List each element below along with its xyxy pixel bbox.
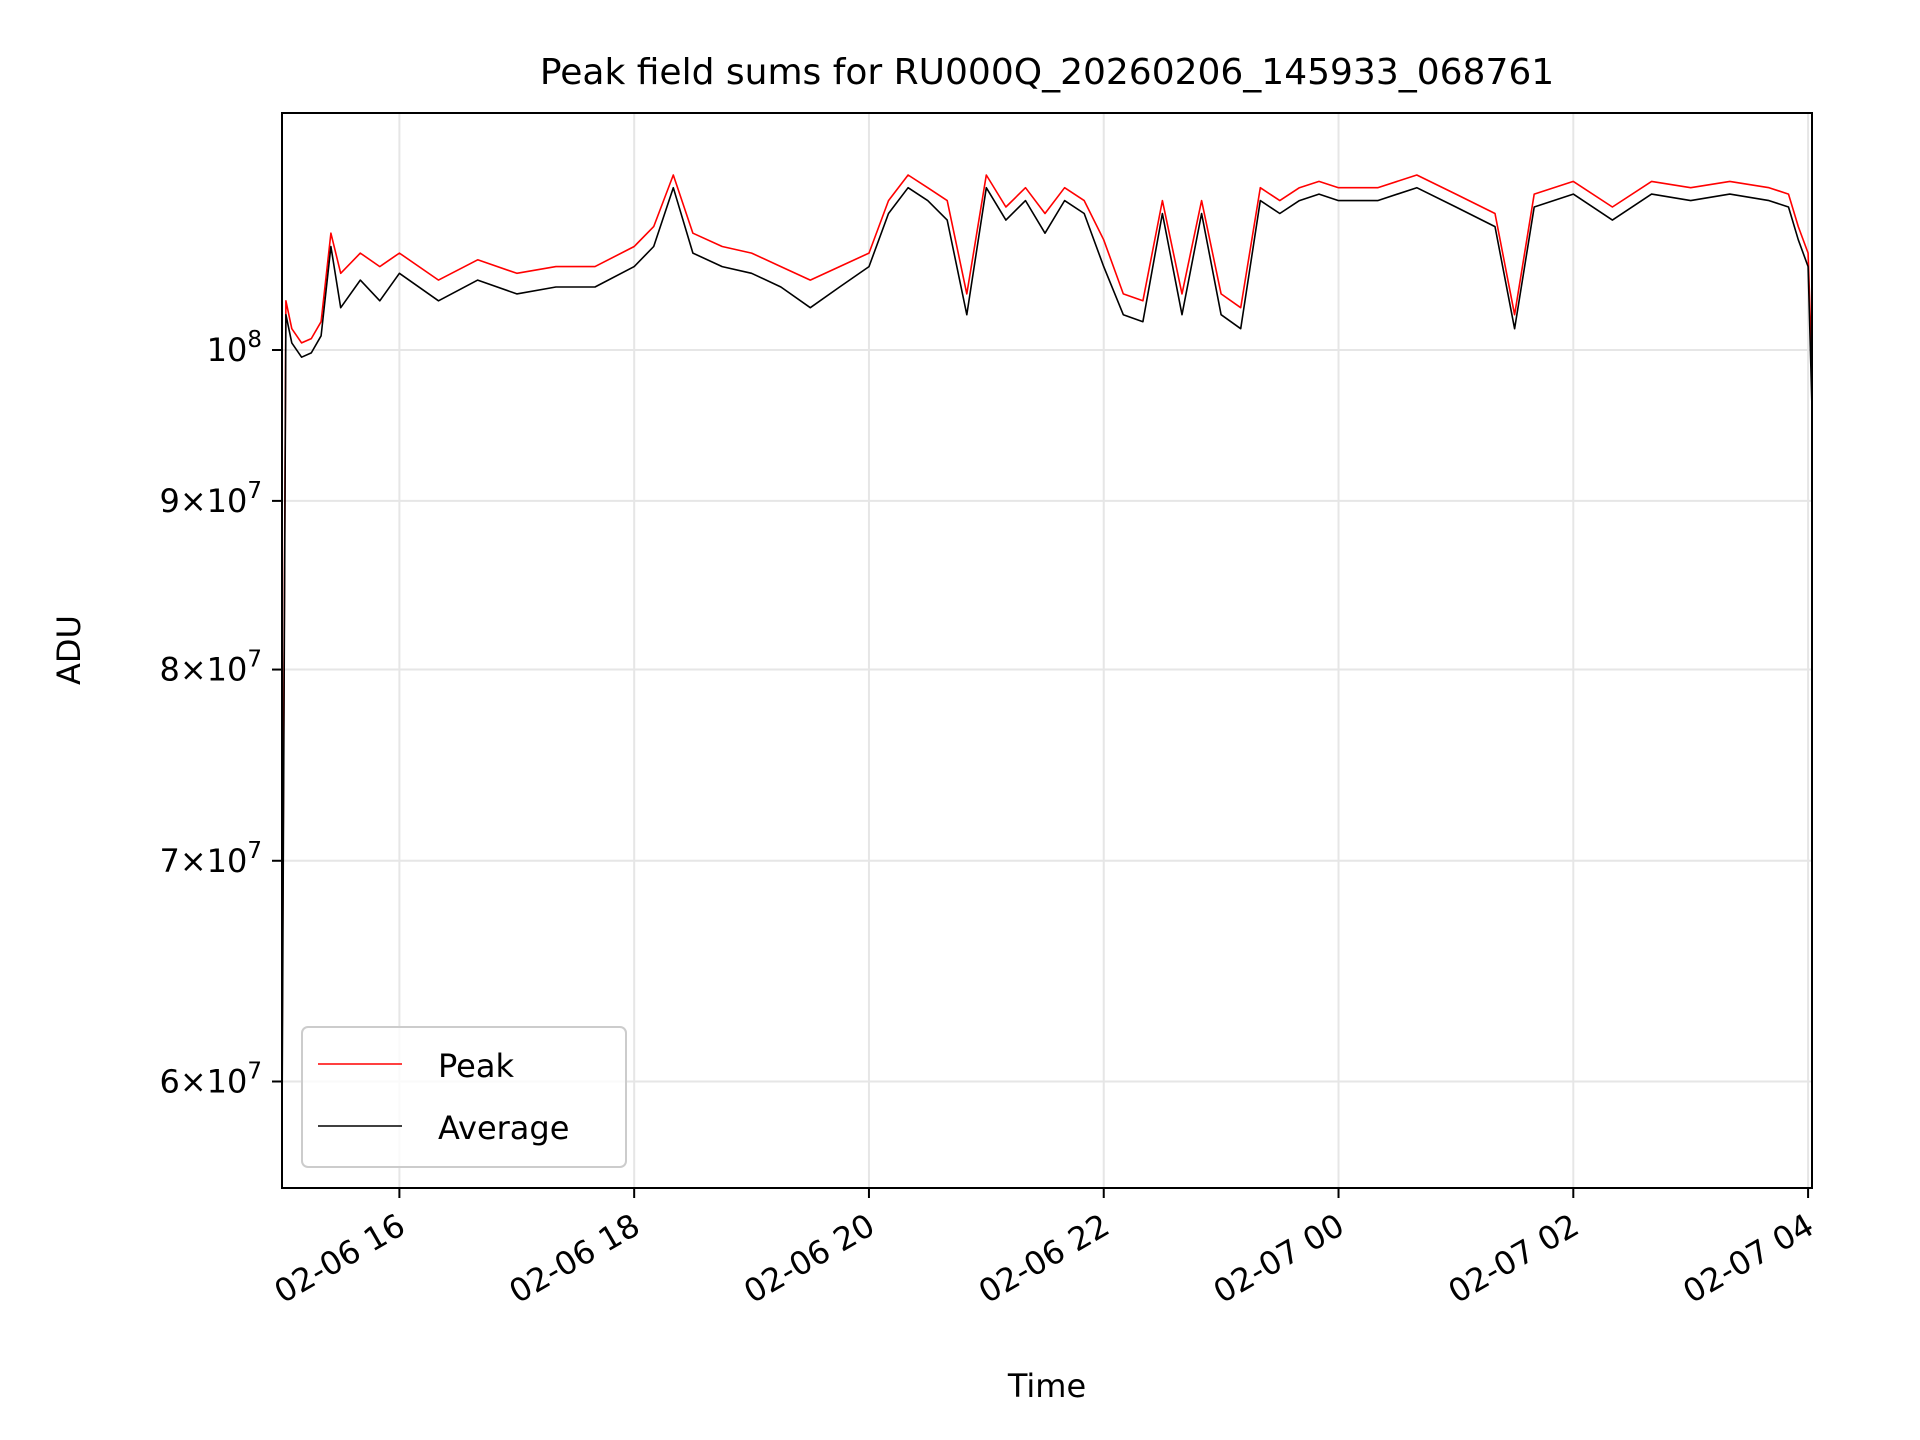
legend-label-average: Average: [438, 1109, 569, 1147]
legend-box: [301, 1026, 627, 1168]
grid: [282, 113, 1812, 1188]
y-tick-label: 8×107: [159, 647, 262, 689]
y-tick-label: 7×107: [159, 838, 262, 880]
y-tick-label: 9×107: [159, 478, 262, 520]
series-line-average: [281, 186, 1813, 1131]
y-tick-label: 6×107: [159, 1059, 262, 1101]
x-axis-label: Time: [1007, 1367, 1086, 1405]
series-line-peak: [281, 174, 1813, 1070]
legend-label-peak: Peak: [438, 1047, 514, 1085]
legend: Peak Average: [301, 1026, 627, 1168]
y-axis-label: ADU: [50, 615, 88, 685]
chart-title: Peak field sums for RU000Q_20260206_1459…: [540, 52, 1554, 93]
plot-frame: [281, 112, 1813, 1189]
series-layer: [281, 174, 1813, 1131]
